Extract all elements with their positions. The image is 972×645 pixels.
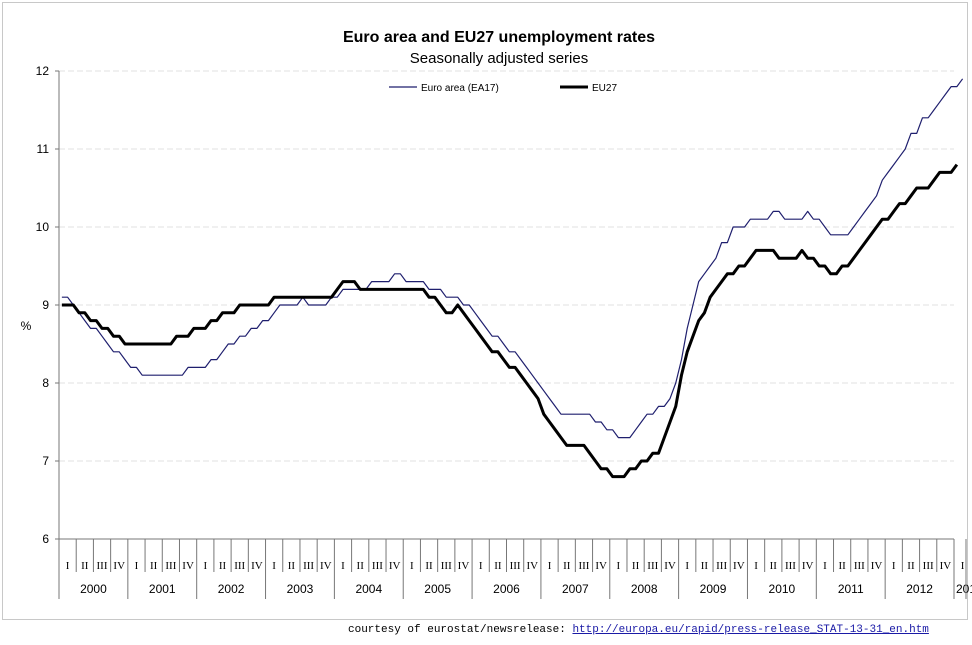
quarter-label: III <box>97 560 108 572</box>
quarter-label: IV <box>527 560 539 572</box>
year-label: 2009 <box>700 582 727 596</box>
quarter-label: II <box>425 560 433 572</box>
quarter-label: IV <box>664 560 676 572</box>
chart-frame <box>2 2 968 620</box>
credit-link[interactable]: http://europa.eu/rapid/press-release_STA… <box>572 624 929 636</box>
quarter-label: III <box>854 560 865 572</box>
y-tick-label: 12 <box>36 64 50 78</box>
quarter-label: III <box>647 560 658 572</box>
year-label: 2013 <box>956 582 972 596</box>
year-label: 2008 <box>631 582 658 596</box>
quarter-label: IV <box>802 560 814 572</box>
quarter-label: IV <box>871 560 883 572</box>
y-tick-label: 10 <box>36 220 50 234</box>
quarter-label: III <box>923 560 934 572</box>
year-label: 2007 <box>562 582 589 596</box>
year-label: 2001 <box>149 582 176 596</box>
legend-label: EU27 <box>592 83 617 94</box>
quarter-label: III <box>165 560 176 572</box>
quarter-label: I <box>961 560 965 572</box>
y-axis-label: % <box>21 319 32 333</box>
y-tick-label: 6 <box>42 532 49 546</box>
legend-label: Euro area (EA17) <box>421 83 499 94</box>
quarter-label: II <box>219 560 227 572</box>
credit-label: courtesy of eurostat/newsrelease: <box>348 624 566 636</box>
chart-title: Euro area and EU27 unemployment rates <box>343 29 655 46</box>
quarter-label: III <box>234 560 245 572</box>
quarter-label: II <box>838 560 846 572</box>
quarter-label: II <box>150 560 158 572</box>
legend: Euro area (EA17) EU27 <box>389 83 617 94</box>
quarter-label: II <box>770 560 778 572</box>
quarter-label: IV <box>113 560 125 572</box>
year-label: 2006 <box>493 582 520 596</box>
quarter-label: II <box>907 560 915 572</box>
year-label: 2002 <box>218 582 245 596</box>
quarter-label: IV <box>458 560 470 572</box>
quarter-label: II <box>632 560 640 572</box>
series-line-eu27 <box>61 163 959 479</box>
quarter-label: I <box>685 560 689 572</box>
quarter-label: IV <box>182 560 194 572</box>
year-label: 2004 <box>355 582 382 596</box>
year-label: 2005 <box>424 582 451 596</box>
quarter-label: IV <box>733 560 745 572</box>
quarter-label: II <box>81 560 89 572</box>
year-label: 2012 <box>906 582 933 596</box>
quarter-label: II <box>288 560 296 572</box>
quarter-label: I <box>410 560 414 572</box>
credit-line: courtesy of eurostat/newsrelease: http:/… <box>348 624 929 636</box>
quarter-label: I <box>66 560 70 572</box>
year-label: 2011 <box>838 582 864 596</box>
quarter-label: IV <box>389 560 401 572</box>
quarter-label: I <box>203 560 207 572</box>
quarter-label: II <box>357 560 365 572</box>
year-label: 2000 <box>80 582 107 596</box>
gridlines <box>59 70 954 462</box>
y-tick-label: 11 <box>37 142 50 156</box>
quarter-label: II <box>563 560 571 572</box>
y-tick-label: 7 <box>42 454 49 468</box>
chart-subtitle: Seasonally adjusted series <box>410 50 588 67</box>
unemployment-chart: Euro area and EU27 unemployment rates Se… <box>21 29 972 599</box>
quarter-label: IV <box>320 560 332 572</box>
quarter-label: I <box>272 560 276 572</box>
quarter-label: I <box>341 560 345 572</box>
quarter-label: II <box>701 560 709 572</box>
quarter-label: II <box>494 560 502 572</box>
quarter-label: IV <box>595 560 607 572</box>
quarter-label: I <box>754 560 758 572</box>
quarter-label: I <box>479 560 483 572</box>
quarter-label: I <box>617 560 621 572</box>
year-label: 2010 <box>769 582 796 596</box>
quarter-label: III <box>372 560 383 572</box>
y-tick-label: 8 <box>42 376 49 390</box>
quarter-label: III <box>785 560 796 572</box>
quarter-label: III <box>441 560 452 572</box>
series-line-ea17 <box>61 78 964 439</box>
quarter-label: IV <box>940 560 952 572</box>
quarter-label: IV <box>251 560 263 572</box>
series-lines <box>61 78 964 479</box>
quarter-label: III <box>716 560 727 572</box>
quarter-label: I <box>823 560 827 572</box>
quarter-label: I <box>135 560 139 572</box>
quarter-label: III <box>303 560 314 572</box>
quarter-label: III <box>578 560 589 572</box>
quarter-label: I <box>892 560 896 572</box>
quarter-label: III <box>510 560 521 572</box>
y-tick-label: 9 <box>42 298 49 312</box>
y-axis-ticks: 6 7 8 9 10 11 12 <box>36 64 60 546</box>
quarter-label: I <box>548 560 552 572</box>
year-label: 2003 <box>287 582 314 596</box>
